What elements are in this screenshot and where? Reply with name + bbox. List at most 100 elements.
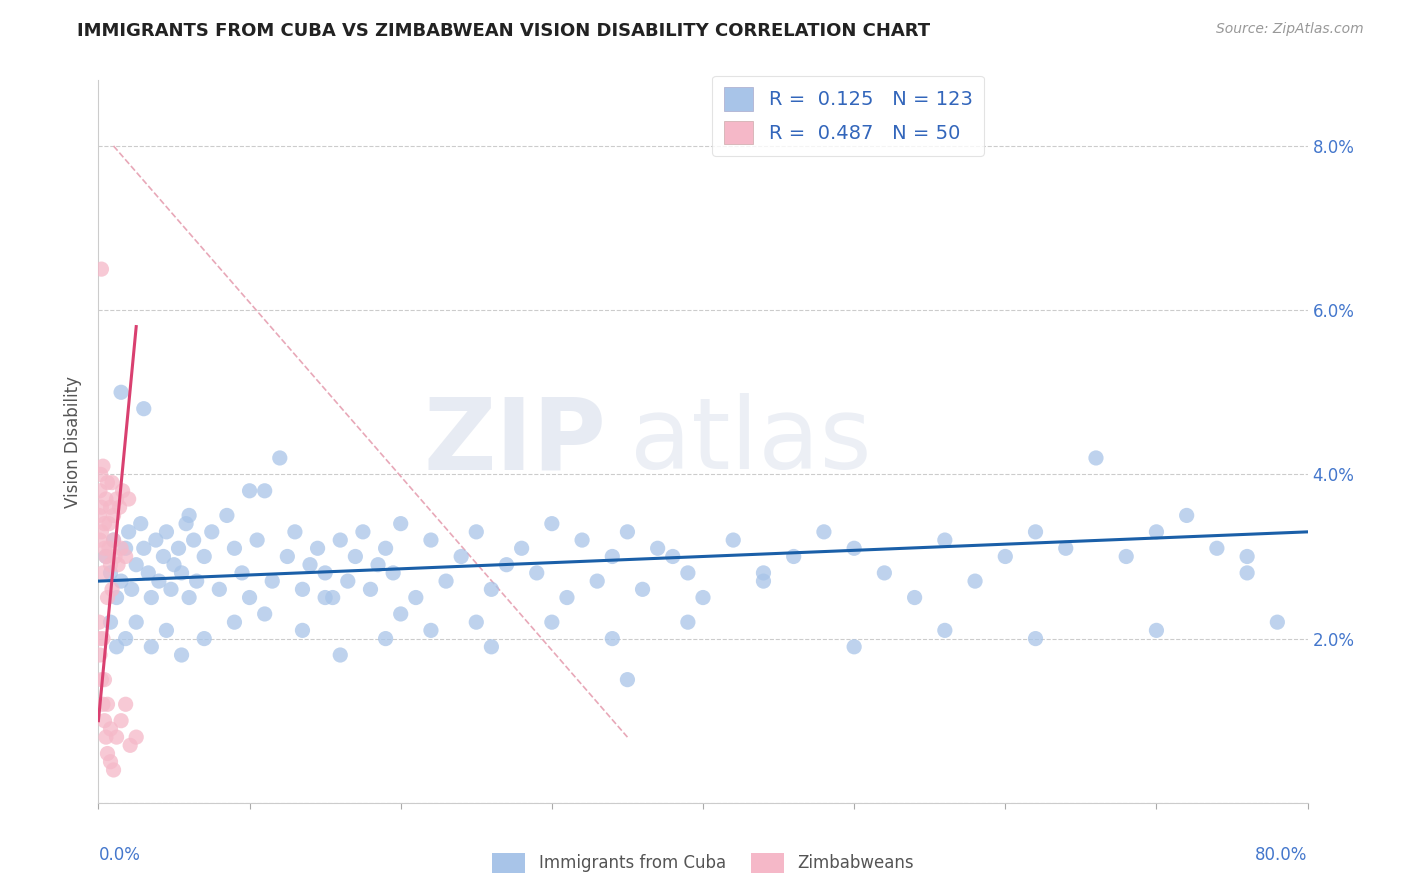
Point	[100, 558, 122, 572]
Point	[93, 714, 115, 728]
Point	[89, 648, 111, 662]
Point	[269, 450, 291, 465]
Point	[291, 582, 314, 597]
Text: 0.0%: 0.0%	[98, 847, 141, 864]
Point	[215, 508, 238, 523]
Point	[89, 533, 111, 547]
Y-axis label: Vision Disability: Vision Disability	[65, 376, 83, 508]
Point	[98, 541, 121, 556]
Point	[1024, 524, 1046, 539]
Point	[904, 591, 927, 605]
Point	[114, 541, 136, 556]
Point	[526, 566, 548, 580]
Point	[91, 632, 114, 646]
Point	[571, 533, 593, 547]
Point	[752, 574, 775, 588]
Point	[105, 730, 128, 744]
Point	[114, 632, 136, 646]
Point	[329, 533, 352, 547]
Point	[934, 533, 956, 547]
Point	[155, 524, 177, 539]
Point	[336, 574, 359, 588]
Point	[100, 615, 122, 630]
Point	[129, 516, 152, 531]
Point	[111, 483, 134, 498]
Point	[246, 533, 269, 547]
Point	[291, 624, 314, 638]
Point	[692, 591, 714, 605]
Point	[1206, 541, 1229, 556]
Point	[118, 524, 141, 539]
Point	[145, 533, 167, 547]
Point	[90, 524, 112, 539]
Point	[98, 516, 121, 531]
Point	[540, 615, 562, 630]
Point	[602, 549, 624, 564]
Point	[96, 475, 118, 490]
Point	[661, 549, 683, 564]
Point	[813, 524, 835, 539]
Point	[1144, 624, 1167, 638]
Point	[94, 549, 117, 564]
Point	[91, 459, 114, 474]
Point	[148, 574, 170, 588]
Point	[90, 500, 112, 515]
Point	[1085, 450, 1108, 465]
Text: Source: ZipAtlas.com: Source: ZipAtlas.com	[1216, 22, 1364, 37]
Point	[89, 483, 111, 498]
Point	[631, 582, 654, 597]
Text: ZIP: ZIP	[423, 393, 606, 490]
Point	[481, 640, 503, 654]
Point	[132, 541, 155, 556]
Point	[100, 755, 122, 769]
Point	[389, 516, 412, 531]
Point	[105, 640, 128, 654]
Point	[495, 558, 517, 572]
Point	[201, 524, 224, 539]
Point	[155, 624, 177, 638]
Point	[1024, 632, 1046, 646]
Point	[100, 722, 122, 736]
Point	[1267, 615, 1289, 630]
Point	[276, 549, 298, 564]
Point	[239, 483, 262, 498]
Point	[844, 640, 866, 654]
Point	[96, 747, 118, 761]
Point	[465, 615, 488, 630]
Point	[844, 541, 866, 556]
Point	[179, 591, 201, 605]
Point	[120, 739, 142, 753]
Point	[186, 574, 208, 588]
Legend: Immigrants from Cuba, Zimbabweans: Immigrants from Cuba, Zimbabweans	[485, 847, 921, 880]
Point	[262, 574, 284, 588]
Point	[94, 730, 117, 744]
Point	[103, 533, 125, 547]
Point	[94, 549, 117, 564]
Point	[110, 714, 132, 728]
Point	[367, 558, 389, 572]
Point	[1236, 549, 1258, 564]
Point	[676, 566, 699, 580]
Point	[231, 566, 253, 580]
Point	[125, 558, 148, 572]
Point	[100, 566, 122, 580]
Point	[586, 574, 609, 588]
Point	[193, 632, 215, 646]
Point	[107, 558, 129, 572]
Point	[105, 491, 128, 506]
Point	[382, 566, 405, 580]
Point	[253, 483, 276, 498]
Point	[465, 524, 488, 539]
Point	[873, 566, 896, 580]
Point	[322, 591, 344, 605]
Point	[1054, 541, 1077, 556]
Point	[110, 385, 132, 400]
Point	[118, 491, 141, 506]
Point	[1236, 566, 1258, 580]
Point	[103, 508, 125, 523]
Point	[965, 574, 987, 588]
Point	[253, 607, 276, 621]
Point	[555, 591, 578, 605]
Point	[174, 516, 197, 531]
Point	[103, 763, 125, 777]
